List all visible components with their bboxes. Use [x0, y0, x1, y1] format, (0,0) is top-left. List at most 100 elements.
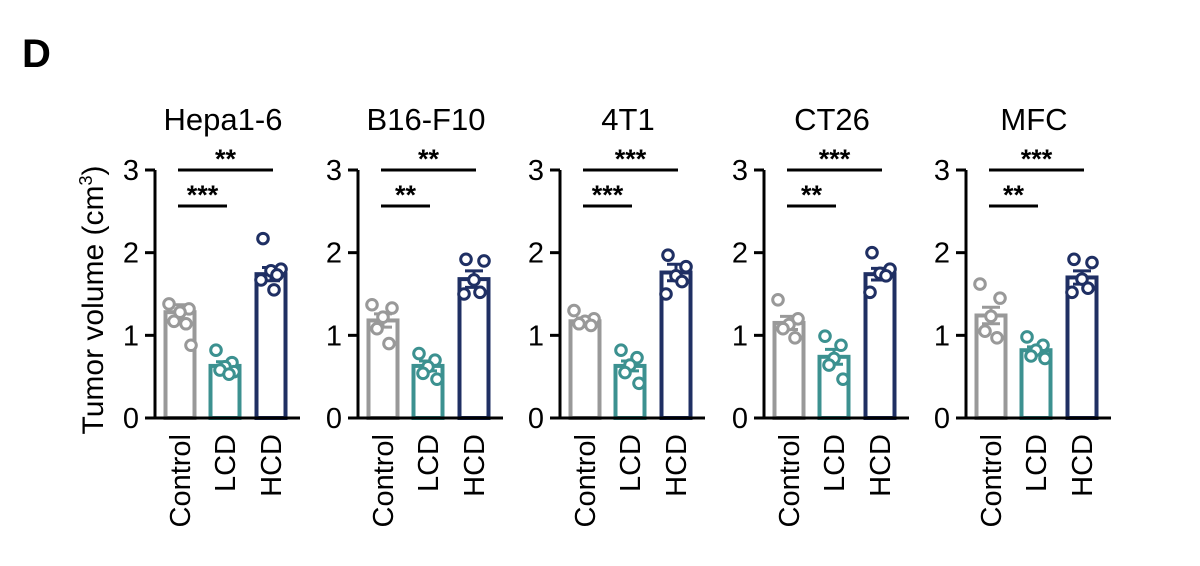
chart-title: MFC	[1000, 102, 1067, 137]
y-tick-label: 2	[123, 238, 139, 270]
y-tick-label: 3	[934, 155, 950, 187]
significance-label: **	[418, 144, 440, 174]
significance-label: **	[215, 144, 237, 174]
data-point	[993, 291, 1007, 305]
data-point	[836, 372, 850, 386]
y-tick-label: 1	[528, 320, 544, 352]
data-point	[618, 365, 632, 380]
y-tick-label: 2	[528, 238, 544, 270]
data-point	[879, 269, 893, 283]
data-point	[984, 309, 998, 324]
y-tick-label: 3	[528, 155, 544, 187]
data-point	[1085, 255, 1099, 270]
category-label: HCD	[661, 434, 693, 497]
data-point	[412, 346, 426, 361]
y-tick-label: 1	[934, 320, 950, 352]
data-point	[661, 248, 675, 262]
chart-2: 4T1 Control LCD HCD 0 1 2 3 *** ***	[528, 102, 705, 528]
category-label: LCD	[1021, 434, 1053, 492]
y-axis-label: Tumor volume (cm3)	[76, 166, 110, 435]
data-point	[382, 336, 396, 351]
significance-label: ***	[592, 180, 624, 210]
y-tick-label: 0	[123, 403, 139, 435]
data-point	[457, 287, 471, 301]
category-label: HCD	[865, 434, 897, 497]
data-point	[776, 321, 790, 336]
data-point	[818, 329, 832, 343]
category-label: Control	[570, 434, 602, 528]
category-label: Control	[976, 434, 1008, 528]
data-point	[863, 285, 877, 300]
data-point	[572, 316, 586, 331]
data-point	[788, 331, 802, 345]
y-tick-label: 1	[732, 320, 748, 352]
data-point	[459, 252, 473, 267]
chart-title: B16-F10	[367, 102, 486, 137]
significance-label: **	[395, 180, 417, 210]
bar-control	[568, 319, 602, 420]
data-point	[659, 287, 673, 301]
data-point	[167, 314, 181, 329]
data-point	[978, 324, 992, 339]
data-point	[209, 343, 223, 358]
panel-label: D	[22, 32, 51, 76]
significance-label: ***	[1021, 144, 1053, 174]
data-point	[1075, 272, 1089, 286]
data-point	[184, 338, 198, 353]
data-point	[834, 338, 848, 353]
data-point	[162, 297, 176, 311]
category-label: LCD	[413, 434, 445, 492]
data-point	[370, 321, 384, 336]
data-point	[1081, 281, 1095, 296]
data-point	[173, 305, 187, 319]
data-point	[973, 277, 987, 291]
data-point	[1038, 351, 1052, 366]
chart-1: B16-F10 Control LCD HCD 0 1 2 3 ****	[326, 102, 503, 528]
category-label: HCD	[459, 434, 491, 497]
data-point	[679, 259, 693, 274]
data-point	[1020, 330, 1034, 344]
y-tick-label: 0	[326, 403, 342, 435]
data-point	[1024, 349, 1038, 363]
y-axis-label-suffix: )	[77, 166, 110, 176]
data-point	[416, 366, 430, 381]
data-point	[473, 285, 487, 300]
data-point	[267, 283, 281, 297]
chart-title: 4T1	[601, 102, 654, 137]
data-point	[385, 301, 399, 315]
significance-label: **	[1003, 180, 1025, 210]
category-label: Control	[165, 434, 197, 528]
data-point	[822, 358, 836, 372]
y-tick-label: 2	[326, 238, 342, 270]
bar-control	[366, 318, 400, 421]
significance-label: ***	[819, 144, 851, 174]
y-tick-label: 2	[732, 238, 748, 270]
category-label: LCD	[615, 434, 647, 492]
y-tick-label: 1	[123, 320, 139, 352]
data-point	[365, 297, 379, 312]
category-label: HCD	[256, 434, 288, 497]
data-point	[1065, 285, 1079, 300]
y-tick-label: 1	[326, 320, 342, 352]
data-point	[865, 245, 879, 260]
y-axis-label-superscript: 3	[76, 176, 96, 186]
chart-title: CT26	[794, 102, 870, 137]
data-point	[1067, 252, 1081, 267]
data-point	[990, 331, 1004, 345]
data-point	[256, 231, 270, 246]
category-label: Control	[368, 434, 400, 528]
data-point	[791, 312, 805, 326]
category-label: HCD	[1067, 434, 1099, 497]
y-tick-label: 3	[326, 155, 342, 187]
data-point	[430, 372, 444, 386]
data-point	[771, 292, 785, 307]
data-point	[567, 303, 581, 318]
y-axis-label-text: Tumor volume (cm	[77, 186, 110, 435]
significance-label: ***	[187, 180, 219, 210]
significance-label: ***	[615, 144, 647, 174]
data-point	[222, 367, 236, 381]
data-point	[179, 316, 193, 331]
